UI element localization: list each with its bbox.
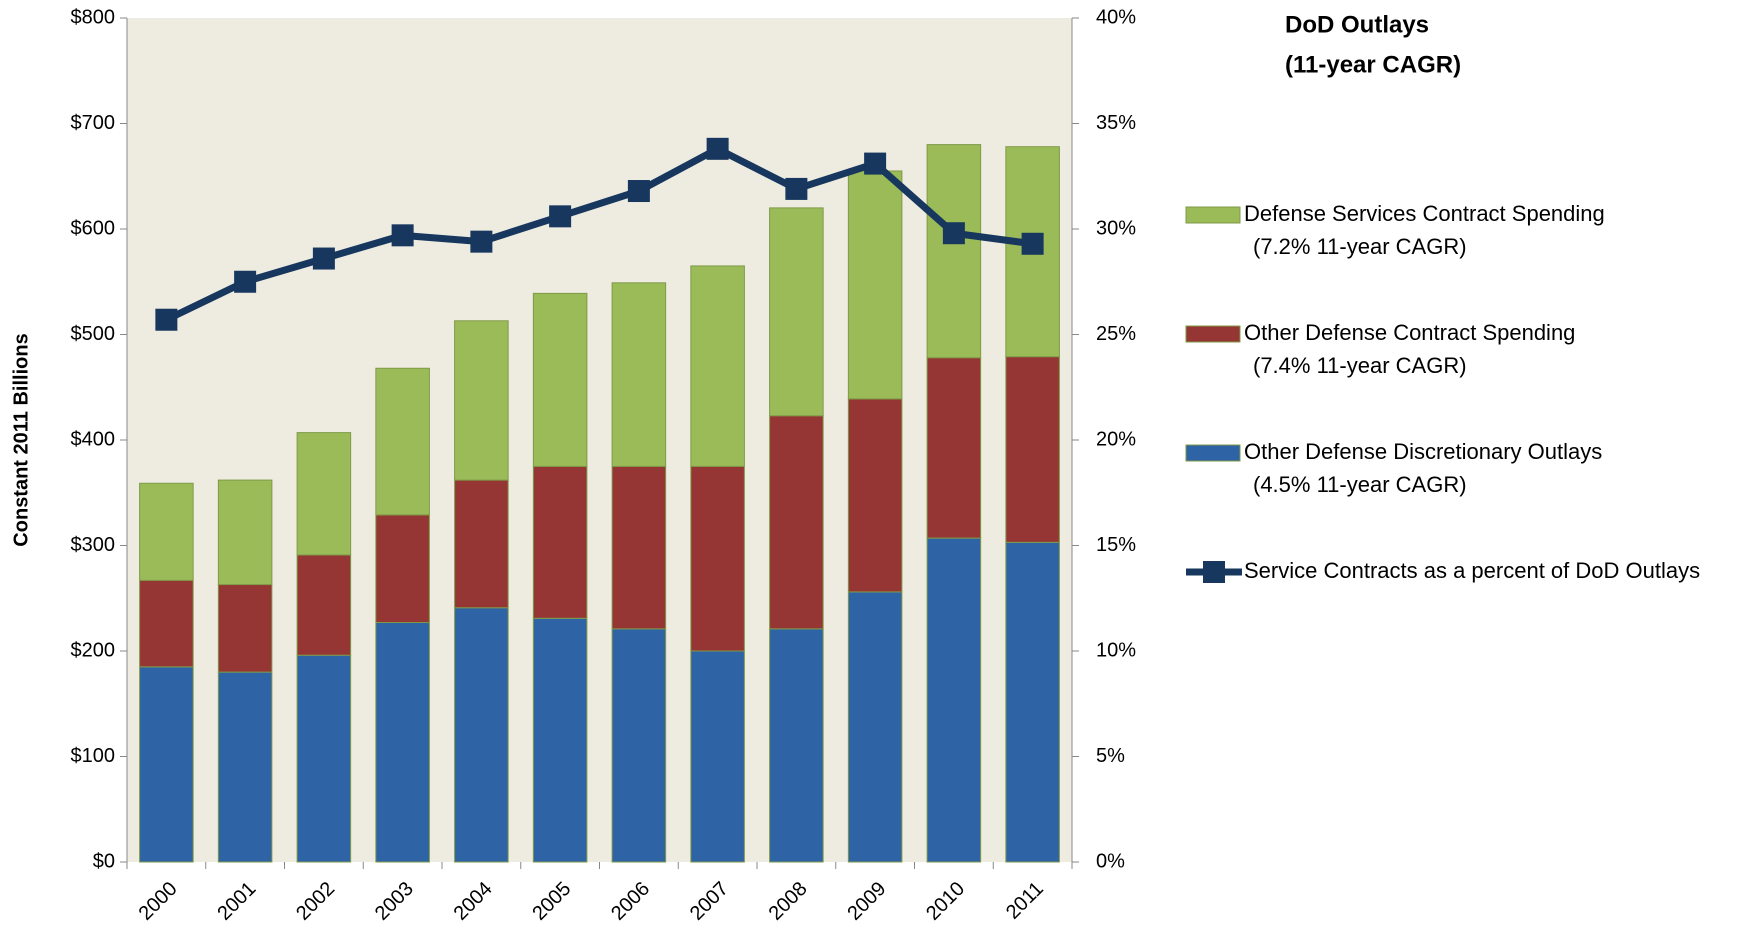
y-axis-label: Constant 2011 Billions — [10, 333, 32, 546]
line-marker — [312, 247, 335, 270]
line-marker — [234, 270, 257, 293]
y2-tick-label: 20% — [1096, 428, 1136, 450]
y2-tick-label: 15% — [1096, 534, 1136, 556]
legend-swatch — [1185, 444, 1241, 462]
chart-title: (11-year CAGR) — [1285, 51, 1461, 78]
y2-tick-label: 25% — [1096, 323, 1136, 345]
bar — [139, 579, 194, 668]
x-tick-label: 2003 — [371, 878, 418, 925]
x-tick-label: 2005 — [528, 878, 575, 925]
bar — [454, 607, 509, 863]
bar — [532, 617, 588, 863]
bar — [611, 282, 667, 467]
bar — [454, 479, 509, 609]
x-tick-label: 2000 — [135, 878, 182, 925]
bar — [532, 292, 588, 467]
legend-sublabel: (4.5% 11-year CAGR) — [1253, 472, 1467, 497]
line-marker — [155, 308, 178, 331]
bar — [217, 584, 273, 673]
line-marker — [549, 205, 572, 228]
legend-label: Defense Services Contract Spending — [1244, 201, 1605, 226]
y2-tick-label: 5% — [1096, 745, 1125, 767]
bar — [139, 666, 194, 863]
legend-sublabel: (7.2% 11-year CAGR) — [1253, 234, 1467, 259]
line-marker — [785, 177, 808, 200]
bar — [1005, 356, 1060, 543]
bar — [1005, 541, 1060, 863]
line-marker — [627, 180, 650, 203]
bar — [454, 320, 509, 481]
bar — [296, 654, 352, 863]
bar — [690, 650, 745, 863]
bar — [769, 207, 824, 417]
y-tick-label: $700 — [71, 112, 116, 134]
legend-label: Other Defense Contract Spending — [1244, 320, 1575, 345]
legend-swatch — [1203, 561, 1225, 583]
bar — [690, 465, 745, 652]
bar — [769, 628, 824, 863]
y-tick-label: $800 — [71, 6, 116, 28]
x-tick-label: 2011 — [1002, 878, 1048, 924]
legend-sublabel: (7.4% 11-year CAGR) — [1253, 353, 1467, 378]
bar — [926, 537, 982, 863]
x-tick-label: 2009 — [843, 878, 890, 925]
y-tick-label: $100 — [71, 745, 116, 767]
x-tick-label: 2001 — [213, 878, 260, 925]
bar — [690, 265, 745, 467]
chart-title: DoD Outlays — [1285, 11, 1429, 38]
bar — [139, 482, 194, 581]
bar — [296, 554, 352, 656]
x-tick-label: 2004 — [450, 878, 497, 925]
legend-swatch — [1185, 325, 1241, 343]
line-marker — [864, 152, 887, 175]
bar — [611, 465, 667, 630]
bar — [926, 357, 982, 539]
bar — [217, 479, 273, 586]
bar — [375, 514, 430, 624]
bar — [375, 622, 430, 863]
y2-tick-label: 30% — [1096, 217, 1136, 239]
y2-tick-label: 40% — [1096, 6, 1136, 28]
line — [164, 145, 1034, 323]
bar — [217, 671, 273, 863]
bar — [847, 398, 903, 593]
bar — [847, 170, 903, 400]
y-tick-label: $200 — [71, 639, 116, 661]
y-tick-label: $0 — [93, 850, 115, 872]
bar — [847, 591, 903, 863]
y-tick-label: $500 — [71, 323, 116, 345]
y-tick-label: $300 — [71, 534, 116, 556]
line-marker — [470, 230, 493, 253]
plot-area — [127, 18, 1072, 862]
bar — [532, 465, 588, 619]
bar — [375, 367, 430, 516]
bar — [769, 415, 824, 630]
line-marker — [706, 137, 729, 160]
bar — [926, 144, 982, 359]
x-tick-label: 2008 — [765, 878, 812, 925]
x-tick-label: 2006 — [607, 878, 654, 925]
legend-label: Other Defense Discretionary Outlays — [1244, 439, 1602, 464]
y2-tick-label: 0% — [1096, 850, 1125, 872]
line-marker — [1021, 232, 1044, 255]
line-marker — [942, 222, 965, 245]
y2-tick-label: 10% — [1096, 639, 1136, 661]
x-tick-label: 2007 — [686, 878, 733, 925]
x-tick-label: 2002 — [292, 878, 339, 925]
y-tick-label: $600 — [71, 217, 116, 239]
y-tick-label: $400 — [71, 428, 116, 450]
legend-label: Service Contracts as a percent of DoD Ou… — [1244, 558, 1700, 583]
line-marker — [391, 224, 414, 247]
bar — [611, 628, 667, 863]
legend-swatch — [1185, 206, 1241, 224]
y2-tick-label: 35% — [1096, 112, 1136, 134]
x-tick-label: 2010 — [922, 878, 969, 925]
bar — [296, 432, 352, 556]
